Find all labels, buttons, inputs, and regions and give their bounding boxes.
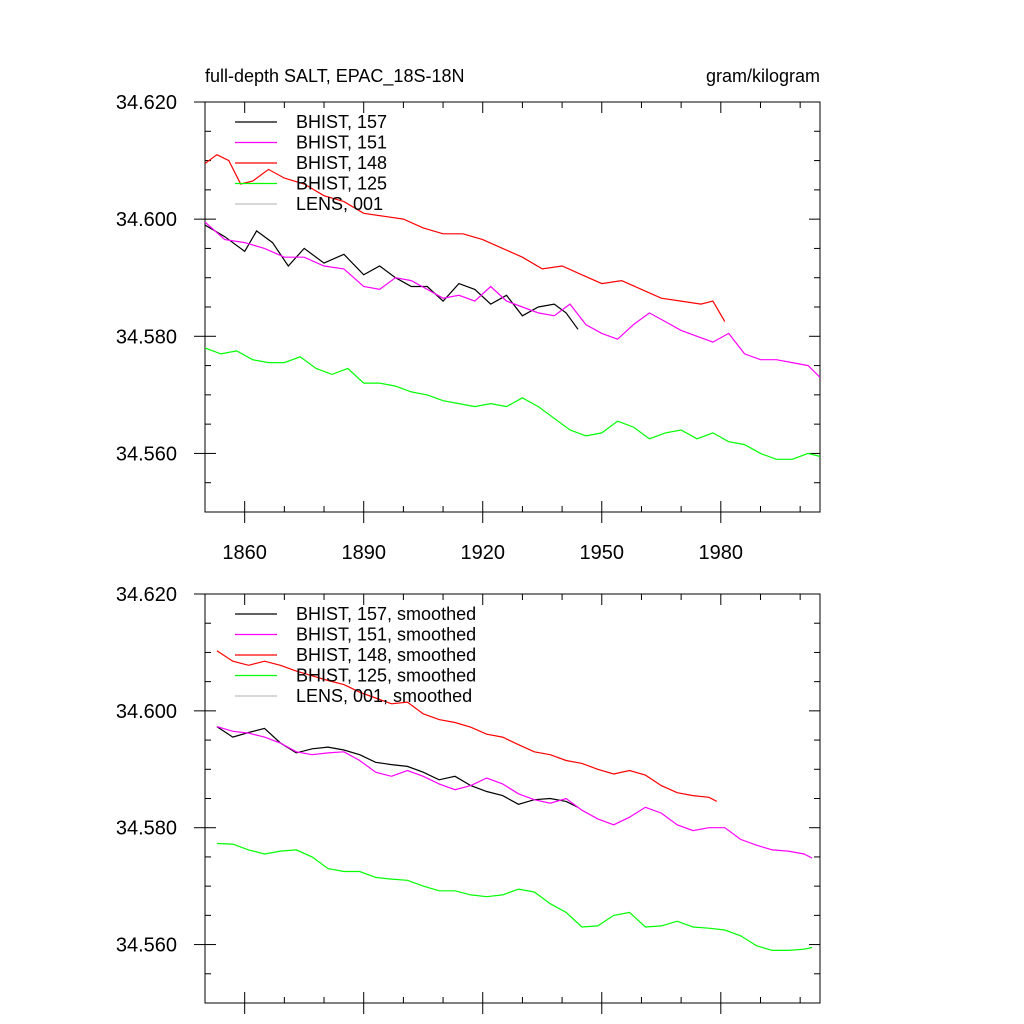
legend-label: LENS, 001 — [296, 194, 383, 214]
legend-label: BHIST, 151 — [296, 133, 387, 153]
legend-label: BHIST, 148, smoothed — [296, 645, 476, 665]
x-tick-label: 1950 — [580, 542, 625, 564]
top-panel-title: full-depth SALT, EPAC_18S-18N — [205, 66, 464, 87]
top-panel-units: gram/kilogram — [706, 66, 820, 86]
y-tick-label: 34.600 — [116, 701, 177, 723]
y-tick-label: 34.580 — [116, 326, 177, 348]
legend-label: BHIST, 157, smoothed — [296, 604, 476, 624]
y-tick-label: 34.580 — [116, 818, 177, 840]
y-tick-label: 34.620 — [116, 92, 177, 114]
y-tick-label: 34.560 — [116, 443, 177, 465]
bottom-panel: 34.620 34.600 34.580 34.560 BHIST, 157, smoo… — [116, 584, 821, 1014]
y-tick-label: 34.600 — [116, 209, 177, 231]
series-line — [216, 726, 813, 859]
x-tick-label: 1860 — [222, 542, 267, 564]
legend-label: LENS, 001, smoothed — [296, 686, 472, 706]
top-panel: full-depth SALT, EPAC_18S-18N gram/kilog… — [116, 66, 821, 564]
x-tick-label: 1890 — [341, 542, 386, 564]
legend-label: BHIST, 148 — [296, 153, 387, 173]
series-line — [205, 153, 726, 322]
series-line — [216, 842, 813, 952]
y-tick-label: 34.620 — [116, 584, 177, 606]
legend-label: BHIST, 157 — [296, 112, 387, 132]
series-line — [205, 347, 820, 460]
series-line — [216, 726, 579, 808]
series-line — [205, 224, 579, 330]
x-tick-label: 1980 — [699, 542, 744, 564]
x-tick-label: 1920 — [460, 542, 505, 564]
legend-label: BHIST, 151, smoothed — [296, 625, 476, 645]
legend-label: BHIST, 125, smoothed — [296, 666, 476, 686]
y-tick-label: 34.560 — [116, 935, 177, 957]
series-line — [216, 650, 718, 802]
series-line — [205, 221, 820, 378]
legend-label: BHIST, 125 — [296, 174, 387, 194]
